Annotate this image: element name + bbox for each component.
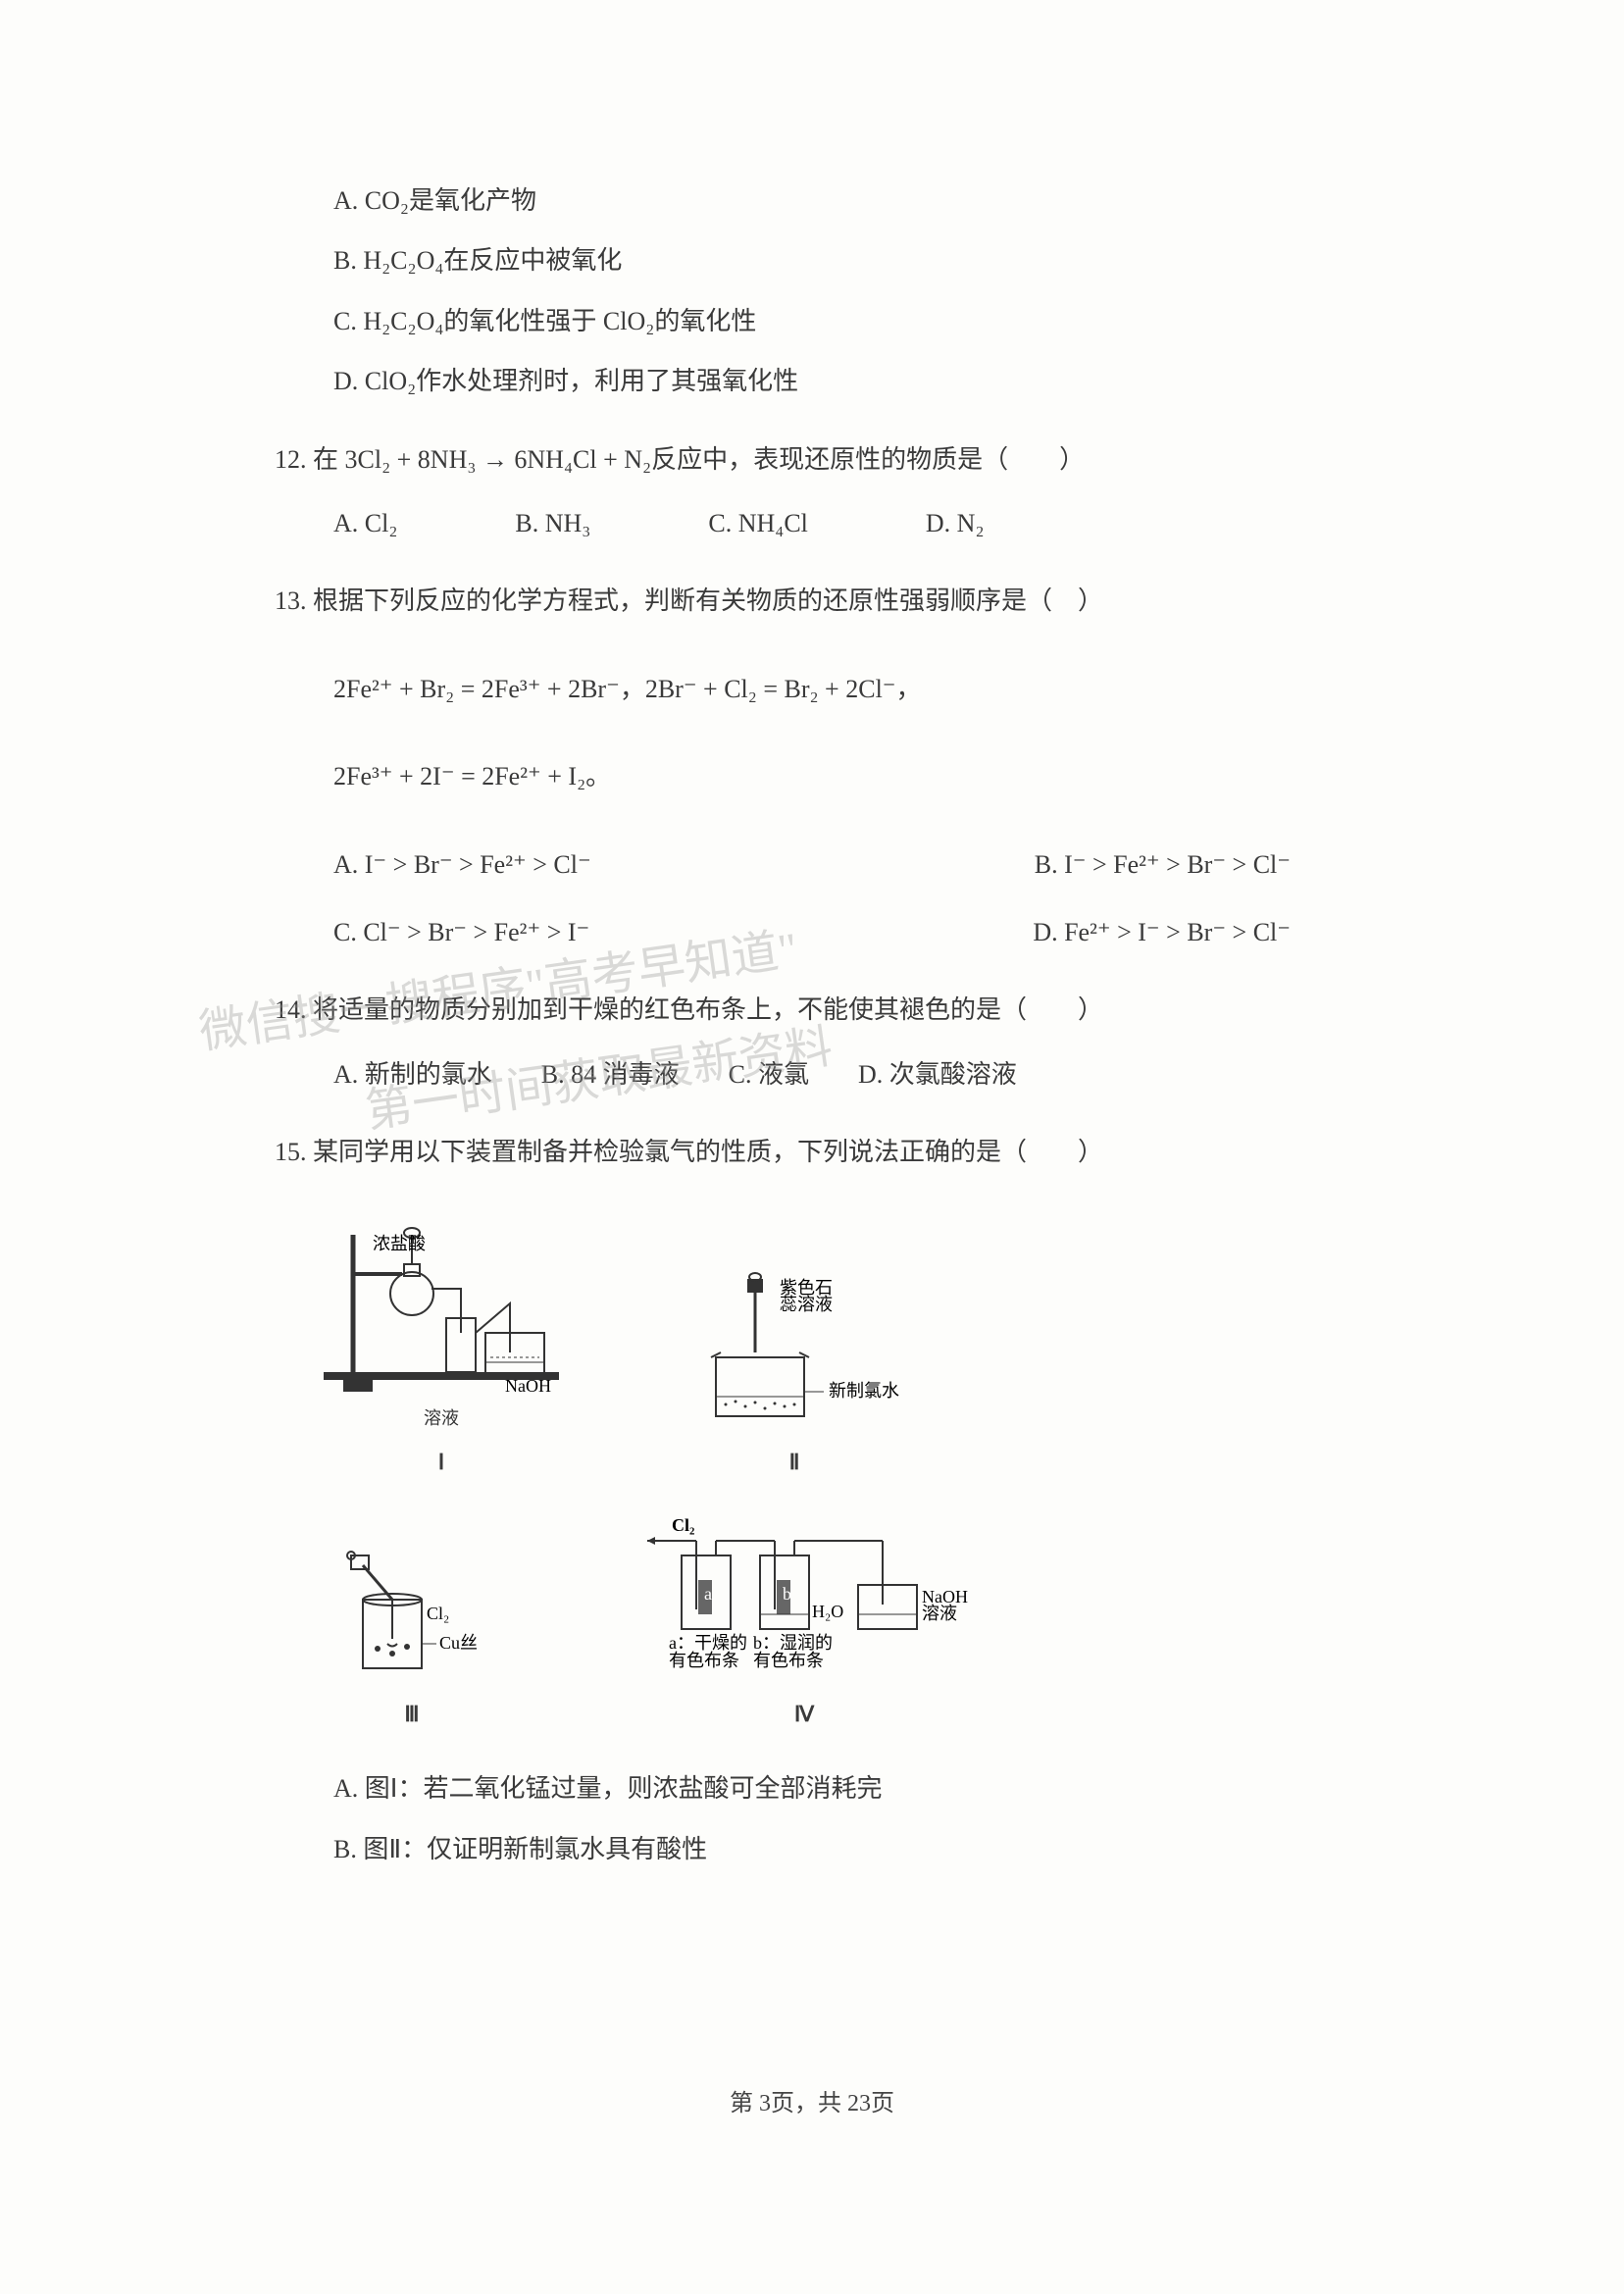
dotted-fill (725, 1400, 796, 1409)
figure-1: 浓盐酸 NaOH 溶液 Ⅰ (314, 1205, 569, 1482)
figure-area: 浓盐酸 NaOH 溶液 Ⅰ (314, 1205, 1349, 1735)
q12-option-a: A. Cl₂ (333, 499, 397, 547)
apparatus-2-svg: 紫色石 蕊溶液 新制氯水 (686, 1259, 902, 1436)
figure-3: Cl₂ Cu丝 Ⅲ (314, 1531, 510, 1735)
q12-stem: 12. 在 3Cl₂ + 8NH₃ → 6NH₄Cl + N₂反应中，表现还原性… (275, 435, 1349, 484)
fig4-anno-wet1: b：湿润的 (753, 1633, 833, 1653)
fig4-anno-wet2: 有色布条 (753, 1651, 824, 1670)
q11-option-a: A. CO₂是氧化产物 (333, 177, 1349, 225)
apparatus-4-svg: Cl₂ a b (628, 1511, 981, 1688)
q12-option-c: C. NH₄Cl (708, 499, 808, 547)
q13-option-c: C. Cl⁻ > Br⁻ > Fe²⁺ > I⁻ (333, 908, 589, 956)
exam-page: A. CO₂是氧化产物 B. H₂C₂O₄在反应中被氧化 C. H₂C₂O₄的氧… (0, 0, 1624, 2294)
q12-options: A. Cl₂ B. NH₃ C. NH₄Cl D. N₂ (333, 499, 1349, 547)
q11-option-d: D. ClO₂作水处理剂时，利用了其强氧化性 (333, 357, 1349, 405)
q14-options: A. 新制的氯水 B. 84 消毒液 C. 液氯 D. 次氯酸溶液 (333, 1050, 1349, 1098)
fig3-anno-cl2: Cl₂ (427, 1604, 449, 1623)
fig4-anno-dry1: a：干燥的 (669, 1633, 747, 1653)
q12-option-b: B. NH₃ (515, 499, 590, 547)
fig1-label: Ⅰ (438, 1442, 445, 1483)
q11-option-c: C. H₂C₂O₄的氧化性强于 ClO₂的氧化性 (333, 297, 1349, 345)
q13-equation-1: 2Fe²⁺ + Br₂ = 2Fe³⁺ + 2Br⁻，2Br⁻ + Cl₂ = … (333, 665, 1349, 713)
fig4-anno-dry2: 有色布条 (669, 1651, 739, 1670)
content-column: A. CO₂是氧化产物 B. H₂C₂O₄在反应中被氧化 C. H₂C₂O₄的氧… (275, 177, 1349, 1873)
figure-row-2: Cl₂ Cu丝 Ⅲ Cl₂ (314, 1511, 1349, 1735)
q11-option-b: B. H₂C₂O₄在反应中被氧化 (333, 236, 1349, 284)
q13-option-d: D. Fe²⁺ > I⁻ > Br⁻ > Cl⁻ (1033, 908, 1291, 956)
fig1-anno-solution: 溶液 (424, 1402, 459, 1435)
fig4-anno-a: a (704, 1584, 712, 1604)
q14-stem: 14. 将适量的物质分别加到干燥的红色布条上，不能使其褪色的是（ ） (275, 986, 1349, 1034)
q15-stem: 15. 某同学用以下装置制备并检验氯气的性质，下列说法正确的是（ ） (275, 1128, 1349, 1176)
q14-option-a: A. 新制的氯水 (333, 1050, 492, 1098)
fig2-label: Ⅱ (789, 1442, 800, 1483)
q14-option-c: C. 液氯 (729, 1050, 809, 1098)
apparatus-1-svg: 浓盐酸 NaOH (314, 1205, 569, 1402)
fig3-label: Ⅲ (404, 1694, 419, 1735)
fig1-anno-hcl: 浓盐酸 (373, 1234, 426, 1253)
q13-stem: 13. 根据下列反应的化学方程式，判断有关物质的还原性强弱顺序是（ ） (275, 577, 1349, 625)
q14-option-d: D. 次氯酸溶液 (858, 1050, 1017, 1098)
q13-options-row1: A. I⁻ > Br⁻ > Fe²⁺ > Cl⁻ B. I⁻ > Fe²⁺ > … (333, 841, 1349, 889)
figure-row-1: 浓盐酸 NaOH 溶液 Ⅰ (314, 1205, 1349, 1482)
q15-option-b: B. 图Ⅱ：仅证明新制氯水具有酸性 (333, 1825, 1349, 1873)
figure-2: 紫色石 蕊溶液 新制氯水 Ⅱ (686, 1259, 902, 1483)
fig4-anno-cl2: Cl₂ (672, 1515, 694, 1535)
q15-option-a: A. 图Ⅰ：若二氧化锰过量，则浓盐酸可全部消耗完 (333, 1764, 1349, 1812)
q12-option-d: D. N₂ (926, 499, 985, 547)
fig3-anno-cu: Cu丝 (439, 1633, 478, 1653)
q13-option-b: B. I⁻ > Fe²⁺ > Br⁻ > Cl⁻ (1035, 841, 1291, 889)
fig4-anno-sol: 溶液 (922, 1604, 957, 1623)
page-footer: 第 3页，共 23页 (0, 2083, 1624, 2117)
fig4-label: Ⅳ (794, 1694, 814, 1735)
fig4-anno-b: b (783, 1584, 791, 1604)
apparatus-3-svg: Cl₂ Cu丝 (314, 1531, 510, 1688)
fig4-anno-h2o: H₂O (812, 1602, 843, 1621)
figure-4: Cl₂ a b (628, 1511, 981, 1735)
q13-option-a: A. I⁻ > Br⁻ > Fe²⁺ > Cl⁻ (333, 841, 591, 889)
fig2-anno-litmus2: 蕊溶液 (780, 1295, 833, 1314)
fig1-anno-naoh: NaOH (505, 1376, 551, 1396)
q13-options-row2: C. Cl⁻ > Br⁻ > Fe²⁺ > I⁻ D. Fe²⁺ > I⁻ > … (333, 908, 1349, 956)
q13-equation-2: 2Fe³⁺ + 2I⁻ = 2Fe²⁺ + I₂。 (333, 752, 1349, 800)
q14-option-b: B. 84 消毒液 (541, 1050, 680, 1098)
fig2-anno-chlorine: 新制氯水 (829, 1381, 899, 1401)
